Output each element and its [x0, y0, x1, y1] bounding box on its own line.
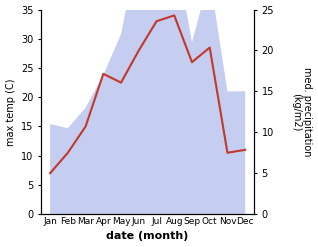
Y-axis label: med. precipitation
(kg/m2): med. precipitation (kg/m2): [291, 67, 313, 157]
X-axis label: date (month): date (month): [107, 231, 189, 242]
Y-axis label: max temp (C): max temp (C): [5, 78, 16, 145]
